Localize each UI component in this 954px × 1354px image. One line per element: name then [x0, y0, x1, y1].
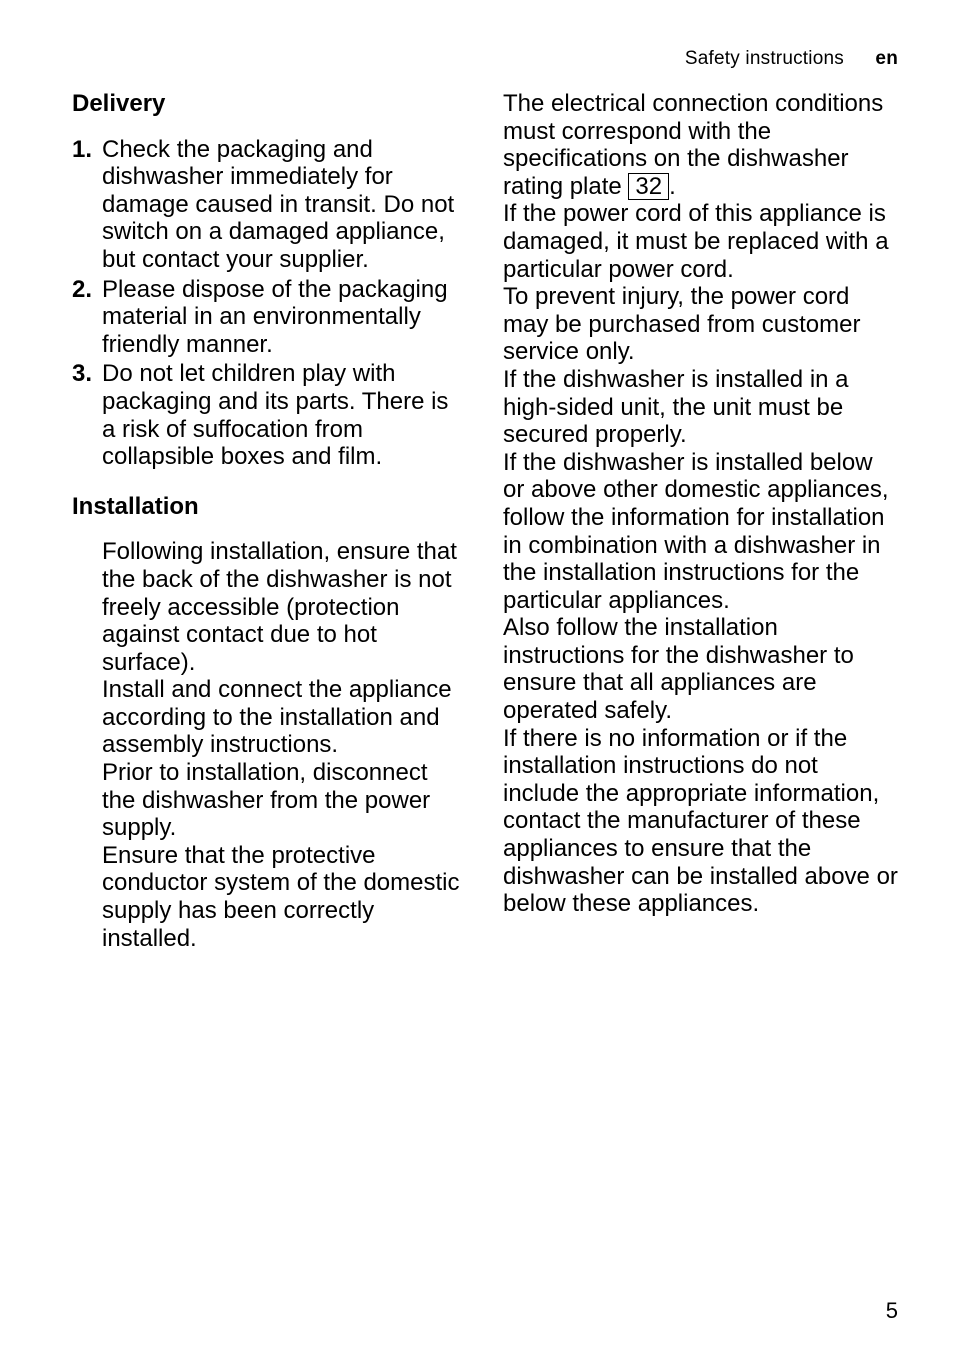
list-number: 2.	[72, 276, 102, 359]
right-para: To prevent injury, the power cord may be…	[503, 283, 898, 366]
right-para-with-box: The electrical connection conditions mus…	[503, 90, 898, 200]
list-number: 3.	[72, 360, 102, 470]
installation-para: Ensure that the protective conductor sys…	[102, 842, 467, 952]
right-para: If the dishwasher is installed in a high…	[503, 366, 898, 449]
installation-para: Following installation, ensure that the …	[102, 538, 467, 676]
language-code: en	[875, 48, 898, 69]
delivery-item: 3. Do not let children play with packagi…	[72, 360, 467, 470]
content-columns: Delivery 1. Check the packaging and dish…	[72, 90, 898, 952]
right-para: If there is no information or if the ins…	[503, 725, 898, 918]
list-number: 1.	[72, 136, 102, 274]
installation-block: Following installation, ensure that the …	[72, 538, 467, 952]
para-text-post: .	[669, 173, 676, 200]
page-number: 5	[886, 1298, 898, 1324]
delivery-item: 2. Please dispose of the packaging mater…	[72, 276, 467, 359]
right-para: If the dishwasher is installed below or …	[503, 449, 898, 615]
right-para: If the power cord of this appliance is d…	[503, 200, 898, 283]
installation-para: Prior to installation, disconnect the di…	[102, 759, 467, 842]
delivery-item: 1. Check the packaging and dishwasher im…	[72, 136, 467, 274]
left-column: Delivery 1. Check the packaging and dish…	[72, 90, 467, 952]
page: Safety instructions en Delivery 1. Check…	[0, 0, 954, 1354]
delivery-heading: Delivery	[72, 90, 467, 118]
para-text-pre: The electrical connection conditions mus…	[503, 90, 883, 200]
section-label: Safety instructions	[685, 48, 844, 69]
right-column: The electrical connection conditions mus…	[503, 90, 898, 952]
list-text: Please dispose of the packaging material…	[102, 276, 467, 359]
list-text: Do not let children play with packaging …	[102, 360, 467, 470]
delivery-list: 1. Check the packaging and dishwasher im…	[72, 136, 467, 471]
list-text: Check the packaging and dishwasher immed…	[102, 136, 467, 274]
installation-heading: Installation	[72, 493, 467, 521]
installation-para: Install and connect the appliance accord…	[102, 676, 467, 759]
right-para: Also follow the installation instruction…	[503, 614, 898, 724]
rating-plate-ref-box: 32	[628, 173, 669, 200]
page-header: Safety instructions en	[72, 48, 898, 70]
